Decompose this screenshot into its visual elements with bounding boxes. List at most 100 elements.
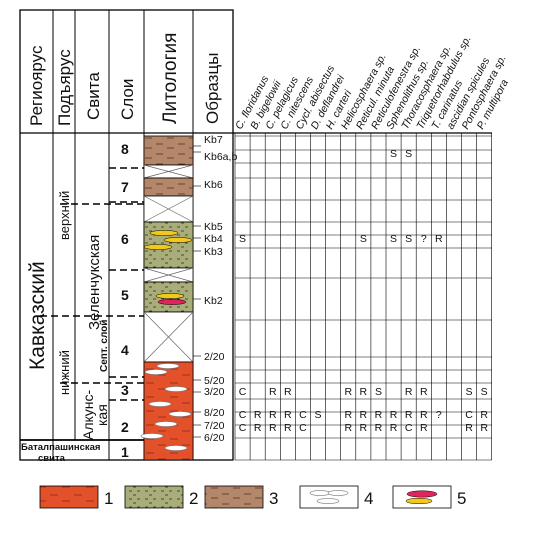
concretion <box>140 433 164 439</box>
occurrence-cell: S <box>239 233 246 245</box>
occurrence-cell: ? <box>436 409 442 421</box>
svita-alkunskaya-1: Алкунс- <box>80 389 96 440</box>
legend-lens <box>405 497 433 505</box>
occurrence-cell: S <box>481 386 488 398</box>
occurrence-cell: C <box>405 422 413 434</box>
occurrence-cell: R <box>390 422 398 434</box>
lithology-column <box>140 135 194 461</box>
header-regioyarus: Региоярус <box>27 45 46 126</box>
concretion <box>164 386 188 392</box>
lens <box>163 237 193 243</box>
legend-concretion <box>327 490 349 496</box>
occurrence-cell: R <box>269 386 277 398</box>
occurrence-cell: R <box>390 409 398 421</box>
occurrence-cell: R <box>284 422 292 434</box>
occurrence-cell: R <box>480 409 488 421</box>
occurrence-cell: R <box>269 409 277 421</box>
concretion-cross <box>143 267 194 283</box>
sample-label: Kb2 <box>204 295 223 307</box>
occurrence-cell: R <box>344 422 352 434</box>
header-sloi: Слои <box>118 79 137 120</box>
concretion <box>156 363 180 369</box>
layer-number: 3 <box>121 382 129 398</box>
legend-swatch-red-clay <box>39 485 99 509</box>
legend-number: 2 <box>189 489 198 508</box>
concretion <box>148 401 172 407</box>
legend: 1 2 3 4 5 <box>39 485 466 509</box>
lens <box>143 244 173 250</box>
occurrence-cell: R <box>360 409 368 421</box>
legend-number: 4 <box>364 489 373 508</box>
layer-number: 1 <box>121 444 129 460</box>
lens <box>155 293 185 299</box>
occurrence-cell: R <box>435 233 443 245</box>
concretion <box>144 369 168 375</box>
occurrence-cell: C <box>299 409 307 421</box>
lens <box>157 299 187 305</box>
occurrence-cell: R <box>375 409 383 421</box>
svita-alkunskaya-2: кая <box>94 404 110 426</box>
occurrence-cell: R <box>360 386 368 398</box>
occurrence-cell: S <box>390 233 397 245</box>
layer-number: 4 <box>121 342 129 358</box>
legend-number: 1 <box>104 489 113 508</box>
occurrence-cell: R <box>344 386 352 398</box>
occurrence-cell: R <box>420 409 428 421</box>
layer-numbers: 8 7 6 5 4 3 2 1 <box>121 141 129 460</box>
sample-label: 7/20 <box>204 420 225 432</box>
svita-zelenchukskaya: Зеленчукская <box>86 235 103 330</box>
occurrence-cell: S <box>375 386 382 398</box>
layer-number: 5 <box>121 287 129 303</box>
occurrence-cell: C <box>239 409 247 421</box>
sample-label: 5/20 <box>204 375 225 387</box>
occurrence-cell: C <box>465 409 473 421</box>
concretion <box>168 411 192 417</box>
occurrence-cell: R <box>269 422 277 434</box>
regioyarus-kavkazsky: Кавказский <box>26 261 49 370</box>
sample-label: Kb6 <box>204 179 223 191</box>
band-brown <box>143 135 194 166</box>
concretion <box>164 445 188 451</box>
svita-batalp-1: Баталпашинская <box>21 442 100 453</box>
layer-number: 8 <box>121 141 129 157</box>
sample-label: 2/20 <box>204 351 225 363</box>
occurrence-cell: S <box>390 148 397 160</box>
concretion-cross <box>143 195 194 223</box>
occurrence-cell: R <box>254 409 262 421</box>
occurrence-cell: S <box>405 148 412 160</box>
sample-label: Kb4 <box>204 233 223 245</box>
occurrence-cell: ? <box>421 233 427 245</box>
occurrence-cell: C <box>239 422 247 434</box>
podyarus-upper: верхний <box>57 191 72 240</box>
sample-label: Kb7 <box>204 134 223 146</box>
podyarus-lower: нижний <box>57 350 72 395</box>
occurrence-cell: R <box>344 409 352 421</box>
header-svita: Свита <box>84 72 103 120</box>
sample-label: Kb6a,b <box>204 151 237 163</box>
band-brown <box>143 177 194 197</box>
occurrence-cell: R <box>375 422 383 434</box>
header-podyarus: Подъярус <box>55 49 74 126</box>
concretion-cross <box>143 311 194 363</box>
occurrence-cell: R <box>405 409 413 421</box>
sample-label: 6/20 <box>204 432 225 444</box>
legend-lens <box>406 490 438 498</box>
column-frame <box>19 9 234 461</box>
lens <box>149 230 179 236</box>
sample-label: 3/20 <box>204 386 225 398</box>
band-red <box>143 361 194 461</box>
legend-concretion <box>316 498 340 504</box>
occurrence-cells: S SS S S S? RC R R R R S R R S SC R R R C S R R R R R R? C RC R R R C R R… <box>239 148 489 434</box>
occurrence-grid <box>234 133 493 461</box>
layer-number: 6 <box>121 231 129 247</box>
occurrence-cell: R <box>284 409 292 421</box>
occurrence-cell: R <box>465 422 473 434</box>
legend-number: 5 <box>457 489 466 508</box>
occurrence-cell: S <box>315 409 322 421</box>
occurrence-cell: R <box>420 422 428 434</box>
legend-swatch-green-silt <box>124 485 184 509</box>
occurrence-cell: C <box>239 386 247 398</box>
concretion-cross <box>143 164 194 179</box>
